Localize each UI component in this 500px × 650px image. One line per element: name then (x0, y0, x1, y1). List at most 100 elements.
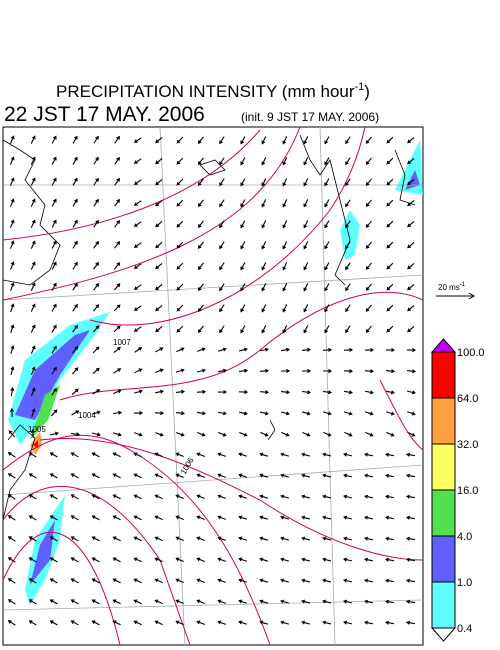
wind-arrow (93, 261, 99, 270)
wind-arrow (301, 620, 311, 625)
wind-arrow (280, 515, 289, 520)
wind-arrow (155, 179, 163, 186)
wind-arrow (406, 348, 417, 353)
wind-arrow (91, 620, 100, 626)
wind-arrow (280, 536, 289, 541)
wind-arrow (240, 178, 246, 187)
wind-arrow (133, 137, 142, 143)
wind-arrow (365, 283, 372, 291)
wind-arrow (51, 282, 57, 291)
wind-arrow (155, 326, 163, 333)
wind-arrow (219, 325, 225, 334)
wind-arrow (301, 368, 312, 374)
wind-arrow (344, 431, 353, 437)
wind-arrow (238, 578, 247, 583)
wind-arrow (175, 536, 184, 542)
wind-arrow (155, 368, 164, 373)
wind-arrow (261, 325, 267, 334)
wind-arrow (114, 241, 121, 249)
wind-arrow (217, 452, 226, 457)
wind-arrow (10, 386, 15, 397)
wind-arrow (301, 494, 311, 499)
wind-arrow (70, 494, 79, 500)
colorbar-segment (431, 581, 456, 629)
wind-arrow (345, 325, 351, 334)
wind-arrow (72, 135, 78, 144)
wind-arrow (176, 325, 184, 333)
wind-arrow (70, 599, 79, 605)
wind-arrow (345, 262, 351, 271)
wind-arrow (91, 494, 100, 500)
wind-arrow (219, 136, 225, 145)
wind-arrow (49, 515, 58, 521)
wind-arrow (238, 599, 247, 604)
wind-arrow (405, 452, 416, 457)
wind-arrow (240, 136, 246, 145)
wind-arrow (133, 263, 142, 269)
wind-arrow (7, 620, 16, 626)
wind-arrow (30, 240, 36, 249)
wind-arrow (218, 347, 227, 352)
wind-arrow (114, 198, 120, 207)
wind-arrow (364, 515, 374, 520)
wind-arrow (345, 178, 351, 187)
wind-arrow (406, 369, 417, 374)
wind-arrow (51, 261, 57, 270)
wind-arrow (282, 304, 288, 313)
wind-arrow (155, 284, 163, 291)
wind-arrow (261, 283, 267, 292)
wind-arrow (197, 157, 204, 165)
wind-arrow (385, 620, 395, 625)
wind-arrow (114, 177, 120, 186)
wind-arrow (113, 283, 121, 291)
wind-arrow (114, 156, 120, 165)
wind-arrow (134, 347, 143, 353)
wind-scale-arrow (436, 292, 475, 300)
wind-arrow (240, 304, 246, 313)
wind-arrow (196, 452, 205, 457)
wind-arrow (176, 241, 184, 249)
wind-arrow (405, 620, 416, 625)
map: 1007 1004 1006 1005 (2, 126, 424, 646)
wind-arrow (385, 347, 396, 353)
wind-arrow (196, 368, 206, 373)
wind-arrow (71, 367, 79, 375)
wind-arrow (280, 557, 289, 562)
wind-arrow (407, 305, 415, 312)
wind-arrow (322, 452, 332, 457)
wind-arrow (282, 199, 288, 208)
wind-arrow (113, 304, 121, 312)
wind-arrow (113, 368, 122, 374)
wind-arrow (112, 452, 121, 458)
wind-arrow (155, 432, 164, 437)
wind-arrow (345, 220, 351, 229)
wind-arrow (175, 557, 184, 563)
wind-arrow (324, 283, 330, 292)
wind-arrow (364, 473, 374, 478)
wind-arrow (261, 178, 267, 187)
wind-arrow (259, 578, 268, 583)
wind-arrow (259, 494, 268, 499)
wind-arrow (282, 157, 288, 166)
wind-arrow (344, 411, 353, 416)
wind-arrow (196, 557, 205, 562)
wind-arrow (196, 536, 205, 541)
wind-arrow (364, 599, 374, 604)
wind-arrow (407, 221, 415, 228)
wind-arrow (324, 325, 330, 334)
wind-arrow (217, 578, 226, 583)
wind-arrow (386, 220, 394, 228)
wind-arrow (7, 494, 16, 500)
wind-arrow (407, 411, 416, 416)
title-main: PRECIPITATION INTENSITY (mm hour (56, 82, 355, 101)
wind-arrow (343, 494, 353, 499)
wind-arrow (93, 135, 99, 144)
wind-arrow (28, 494, 37, 500)
wind-arrow (176, 368, 185, 373)
title-end: ) (364, 82, 370, 101)
wind-arrow (280, 452, 289, 457)
wind-arrow (345, 199, 351, 208)
wind-arrow (134, 389, 143, 394)
wind-arrow (261, 262, 267, 271)
wind-arrow (405, 536, 416, 541)
